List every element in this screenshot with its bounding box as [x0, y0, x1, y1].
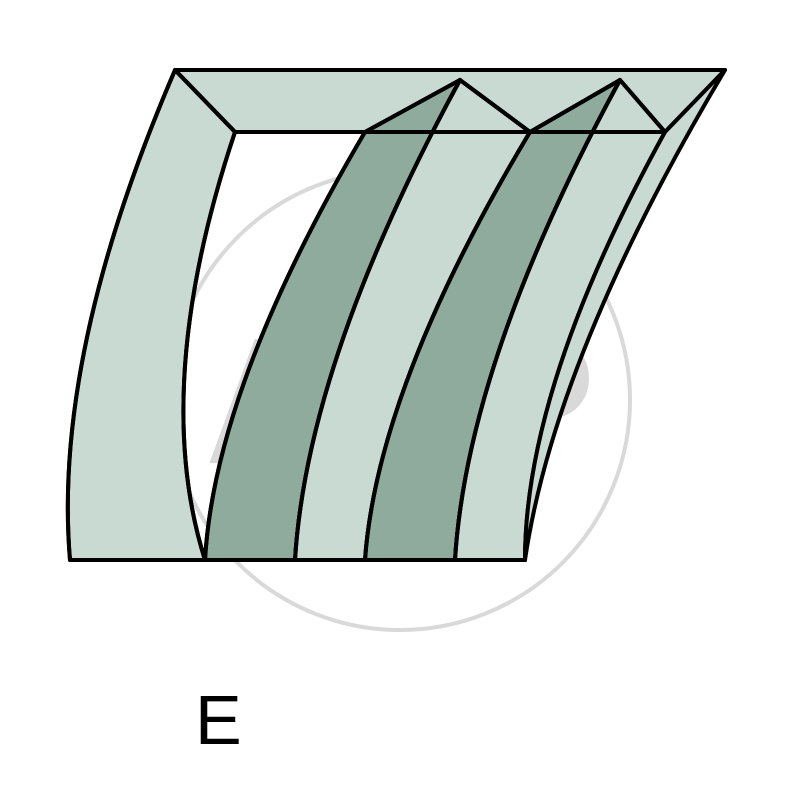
- belt-diagram: [0, 0, 800, 800]
- diagram-label: E: [195, 680, 242, 760]
- diagram-canvas: AGP E: [0, 0, 800, 800]
